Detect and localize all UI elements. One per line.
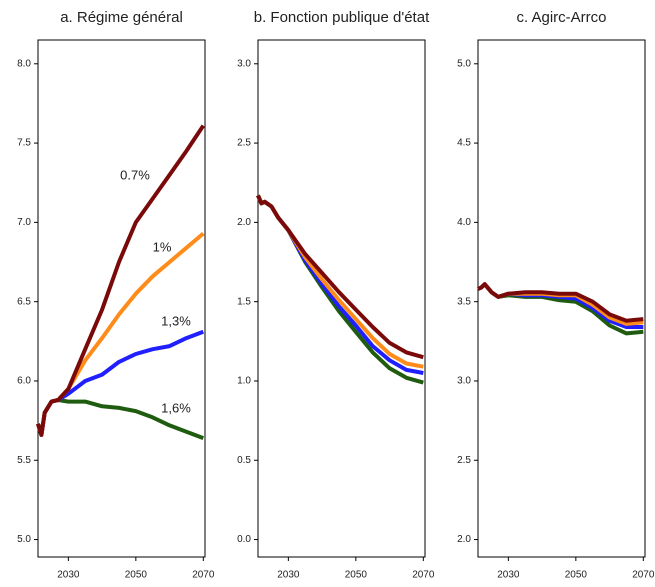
- x-tick-label: 2070: [632, 570, 655, 581]
- x-tick-label: 2070: [192, 570, 215, 581]
- annotation: 1,6%: [161, 400, 191, 415]
- series-line: [256, 194, 424, 360]
- series-line: [36, 329, 204, 437]
- y-tick-label: 4.5: [457, 138, 471, 149]
- y-tick-label: 0.5: [237, 455, 251, 466]
- annotation: 0.7%: [120, 167, 150, 182]
- y-tick-label: 1.0: [237, 376, 251, 387]
- y-tick-label: 7.5: [17, 138, 31, 149]
- annotation: 1%: [153, 239, 172, 254]
- y-tick-label: 2.5: [237, 138, 251, 149]
- y-tick-label: 8.0: [17, 58, 31, 69]
- y-tick-label: 3.5: [457, 296, 471, 307]
- y-tick-label: 5.0: [17, 534, 31, 545]
- y-tick-label: 2.0: [237, 217, 251, 228]
- y-tick-label: 2.5: [457, 455, 471, 466]
- annotation: 1,3%: [161, 313, 191, 328]
- x-tick-label: 2030: [57, 570, 80, 581]
- y-tick-label: 3.0: [457, 376, 471, 387]
- x-tick-label: 2050: [345, 570, 368, 581]
- y-tick-label: 4.0: [457, 217, 471, 228]
- x-tick-label: 2050: [125, 570, 148, 581]
- plot-frame: [257, 39, 426, 558]
- panel-title: a. Régime général: [60, 9, 183, 26]
- y-tick-label: 5.5: [17, 455, 31, 466]
- x-tick-label: 2050: [565, 570, 588, 581]
- series-line: [477, 282, 644, 323]
- plot-frame: [37, 39, 206, 558]
- panel-title: c. Agirc-Arrco: [516, 9, 606, 26]
- panel-title: b. Fonction publique d'état: [254, 9, 430, 26]
- x-tick-label: 2030: [277, 570, 300, 581]
- y-tick-label: 2.0: [457, 534, 471, 545]
- x-tick-label: 2070: [412, 570, 435, 581]
- y-tick-label: 6.0: [17, 376, 31, 387]
- x-tick-label: 2030: [497, 570, 520, 581]
- y-tick-label: 1.5: [237, 296, 251, 307]
- series-line: [36, 124, 205, 437]
- y-tick-label: 7.0: [17, 217, 31, 228]
- y-tick-label: 5.0: [457, 58, 471, 69]
- plot-frame: [477, 39, 646, 558]
- y-tick-label: 3.0: [237, 58, 251, 69]
- y-tick-label: 0.0: [237, 534, 251, 545]
- y-tick-label: 6.5: [17, 296, 31, 307]
